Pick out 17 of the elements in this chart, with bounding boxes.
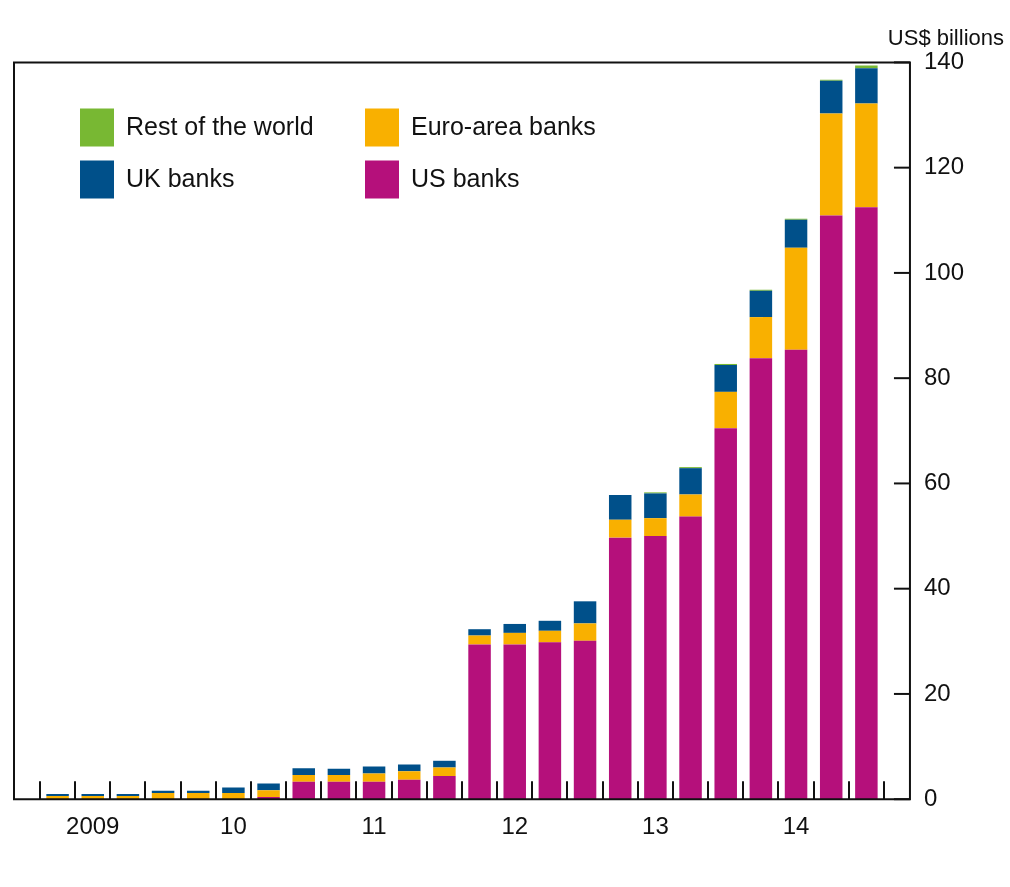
y-tick-label: 100 xyxy=(923,257,964,285)
x-tick-label: 10 xyxy=(220,812,247,840)
x-tick-label: 11 xyxy=(361,812,387,840)
legend-label: US banks xyxy=(411,164,520,193)
y-tick-label: 60 xyxy=(923,468,951,496)
y-tick-label: 40 xyxy=(923,573,951,601)
x-tick-label: 14 xyxy=(782,812,810,840)
x-tick-label: 12 xyxy=(501,812,529,840)
y-tick-label: 0 xyxy=(923,783,938,811)
legend-label: Euro-area banks xyxy=(411,112,596,141)
legend-label: UK banks xyxy=(126,164,235,193)
legend-label: Rest of the world xyxy=(126,112,314,141)
y-tick-label: 20 xyxy=(923,678,951,706)
y-tick-label: 80 xyxy=(923,362,951,390)
x-tick-label: 13 xyxy=(642,812,669,840)
x-tick-label: 2009 xyxy=(66,812,120,840)
y-tick-label: 120 xyxy=(923,152,964,180)
